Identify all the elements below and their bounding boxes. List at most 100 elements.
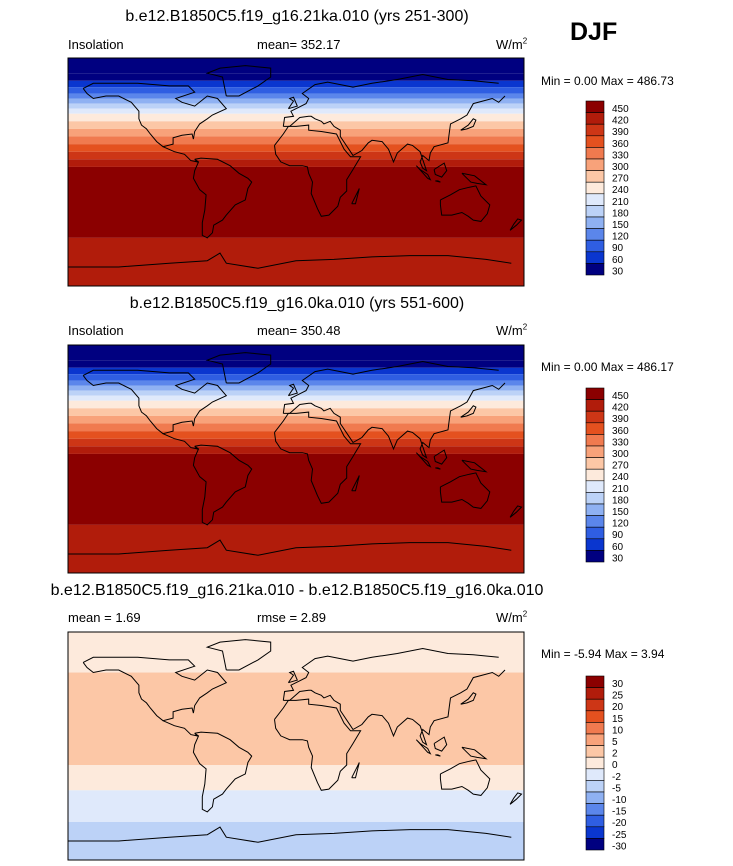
lat-band (68, 374, 524, 381)
colorbar-tick-label: 450 (612, 391, 629, 402)
coastline (509, 792, 523, 805)
coastline (351, 762, 360, 779)
colorbar-cell (585, 733, 605, 746)
lat-band (68, 822, 524, 860)
coastline (274, 698, 362, 791)
coastlines (68, 352, 523, 558)
lat-band (68, 73, 524, 81)
lat-band (68, 438, 524, 447)
coastline (435, 467, 441, 470)
coastline (351, 188, 360, 205)
lat-band (68, 765, 524, 791)
lat-band (68, 113, 524, 122)
colorbar: 4504203903603303002702402101801501209060… (585, 100, 629, 277)
colorbar-tick-label: 420 (612, 403, 629, 414)
colorbar-cell (585, 251, 605, 264)
left-label: Insolation (68, 323, 124, 338)
colorbar-cell (585, 503, 605, 516)
coastline (205, 639, 272, 671)
colorbar-tick-label: 360 (612, 426, 629, 437)
season-label: DJF (570, 18, 618, 46)
coastline (439, 759, 491, 796)
colorbar-tick-label: 270 (612, 174, 629, 185)
colorbar-cell (585, 480, 605, 493)
colorbar-tick-label: 60 (612, 542, 624, 553)
colorbar-tick-label: 180 (612, 495, 629, 506)
lat-band (68, 453, 524, 525)
colorbar-tick-label: 450 (612, 104, 629, 115)
colorbar-tick-label: 300 (612, 162, 629, 173)
colorbar-cell (585, 722, 605, 735)
colorbar-tick-label: 150 (612, 220, 629, 231)
lat-band (68, 58, 524, 74)
units-label: W/m2 (496, 610, 527, 625)
lat-band (68, 345, 524, 361)
coastline (351, 475, 360, 492)
min-max-label: Min = 0.00 Max = 486.17 (541, 360, 674, 374)
coastline (439, 185, 491, 222)
colorbar-cell (585, 434, 605, 447)
colorbar-cell (585, 147, 605, 160)
colorbar-tick-label: 390 (612, 127, 629, 138)
colorbar-tick-label: 5 (612, 737, 618, 748)
units-text: W/m (496, 323, 523, 338)
colorbar-tick-label: -15 (612, 807, 627, 818)
colorbar-cell (585, 158, 605, 171)
lat-band (68, 360, 524, 368)
colorbar-cell (585, 387, 605, 400)
units-label: W/m2 (496, 323, 527, 338)
colorbar-tick-label: 330 (612, 150, 629, 161)
min-max-label: Min = 0.00 Max = 486.73 (541, 74, 674, 88)
center-label: mean= 352.17 (257, 37, 341, 52)
left-label: mean = 1.69 (68, 610, 141, 625)
colorbar-cell (585, 123, 605, 137)
coastline (433, 736, 448, 752)
colorbar-cell (585, 745, 605, 758)
colorbar-cell (585, 768, 605, 781)
colorbar-tick-label: 90 (612, 530, 624, 541)
lat-band (68, 385, 524, 391)
colorbar-tick-label: -20 (612, 818, 627, 829)
map-frame (67, 344, 525, 574)
lat-band (68, 121, 524, 129)
colorbar-cell (585, 538, 605, 551)
colorbar-cell (585, 457, 605, 470)
colorbar-cell (585, 422, 605, 435)
lat-band (68, 632, 524, 673)
units-text: W/m (496, 610, 523, 625)
coastline (460, 692, 477, 705)
lat-band (68, 159, 524, 167)
coastline (82, 82, 228, 148)
colorbar-tick-label: 30 (612, 679, 624, 690)
coastline (274, 124, 362, 217)
colorbar-tick-label: 240 (612, 185, 629, 196)
colorbar-tick-label: 270 (612, 461, 629, 472)
colorbar-tick-label: 25 (612, 691, 624, 702)
lat-band (68, 144, 524, 152)
colorbar-tick-label: -5 (612, 783, 621, 794)
colorbar-cell (585, 239, 605, 253)
coastline (82, 369, 228, 435)
lat-band (68, 128, 524, 137)
lat-band (68, 400, 524, 409)
colorbar-tick-label: 0 (612, 760, 618, 771)
map-plot (68, 631, 525, 861)
units-label: W/m2 (496, 37, 527, 52)
colorbar-tick-label: 30 (612, 266, 624, 277)
colorbar-tick-label: 30 (612, 553, 624, 564)
coastline (460, 118, 477, 131)
colorbar-cell (585, 263, 605, 276)
coastline (287, 96, 298, 110)
coastline (162, 720, 199, 737)
coastline (435, 180, 441, 183)
colorbar-tick-label: 120 (612, 232, 629, 243)
colorbar-cell (585, 526, 605, 540)
colorbar-cell (585, 112, 605, 125)
colorbar-cell (585, 756, 605, 770)
lat-band (68, 524, 524, 573)
lat-band (68, 423, 524, 432)
lat-band (68, 136, 524, 145)
colorbar-cell (585, 515, 605, 528)
left-label: Insolation (68, 37, 124, 52)
units-exponent: 2 (522, 322, 528, 332)
